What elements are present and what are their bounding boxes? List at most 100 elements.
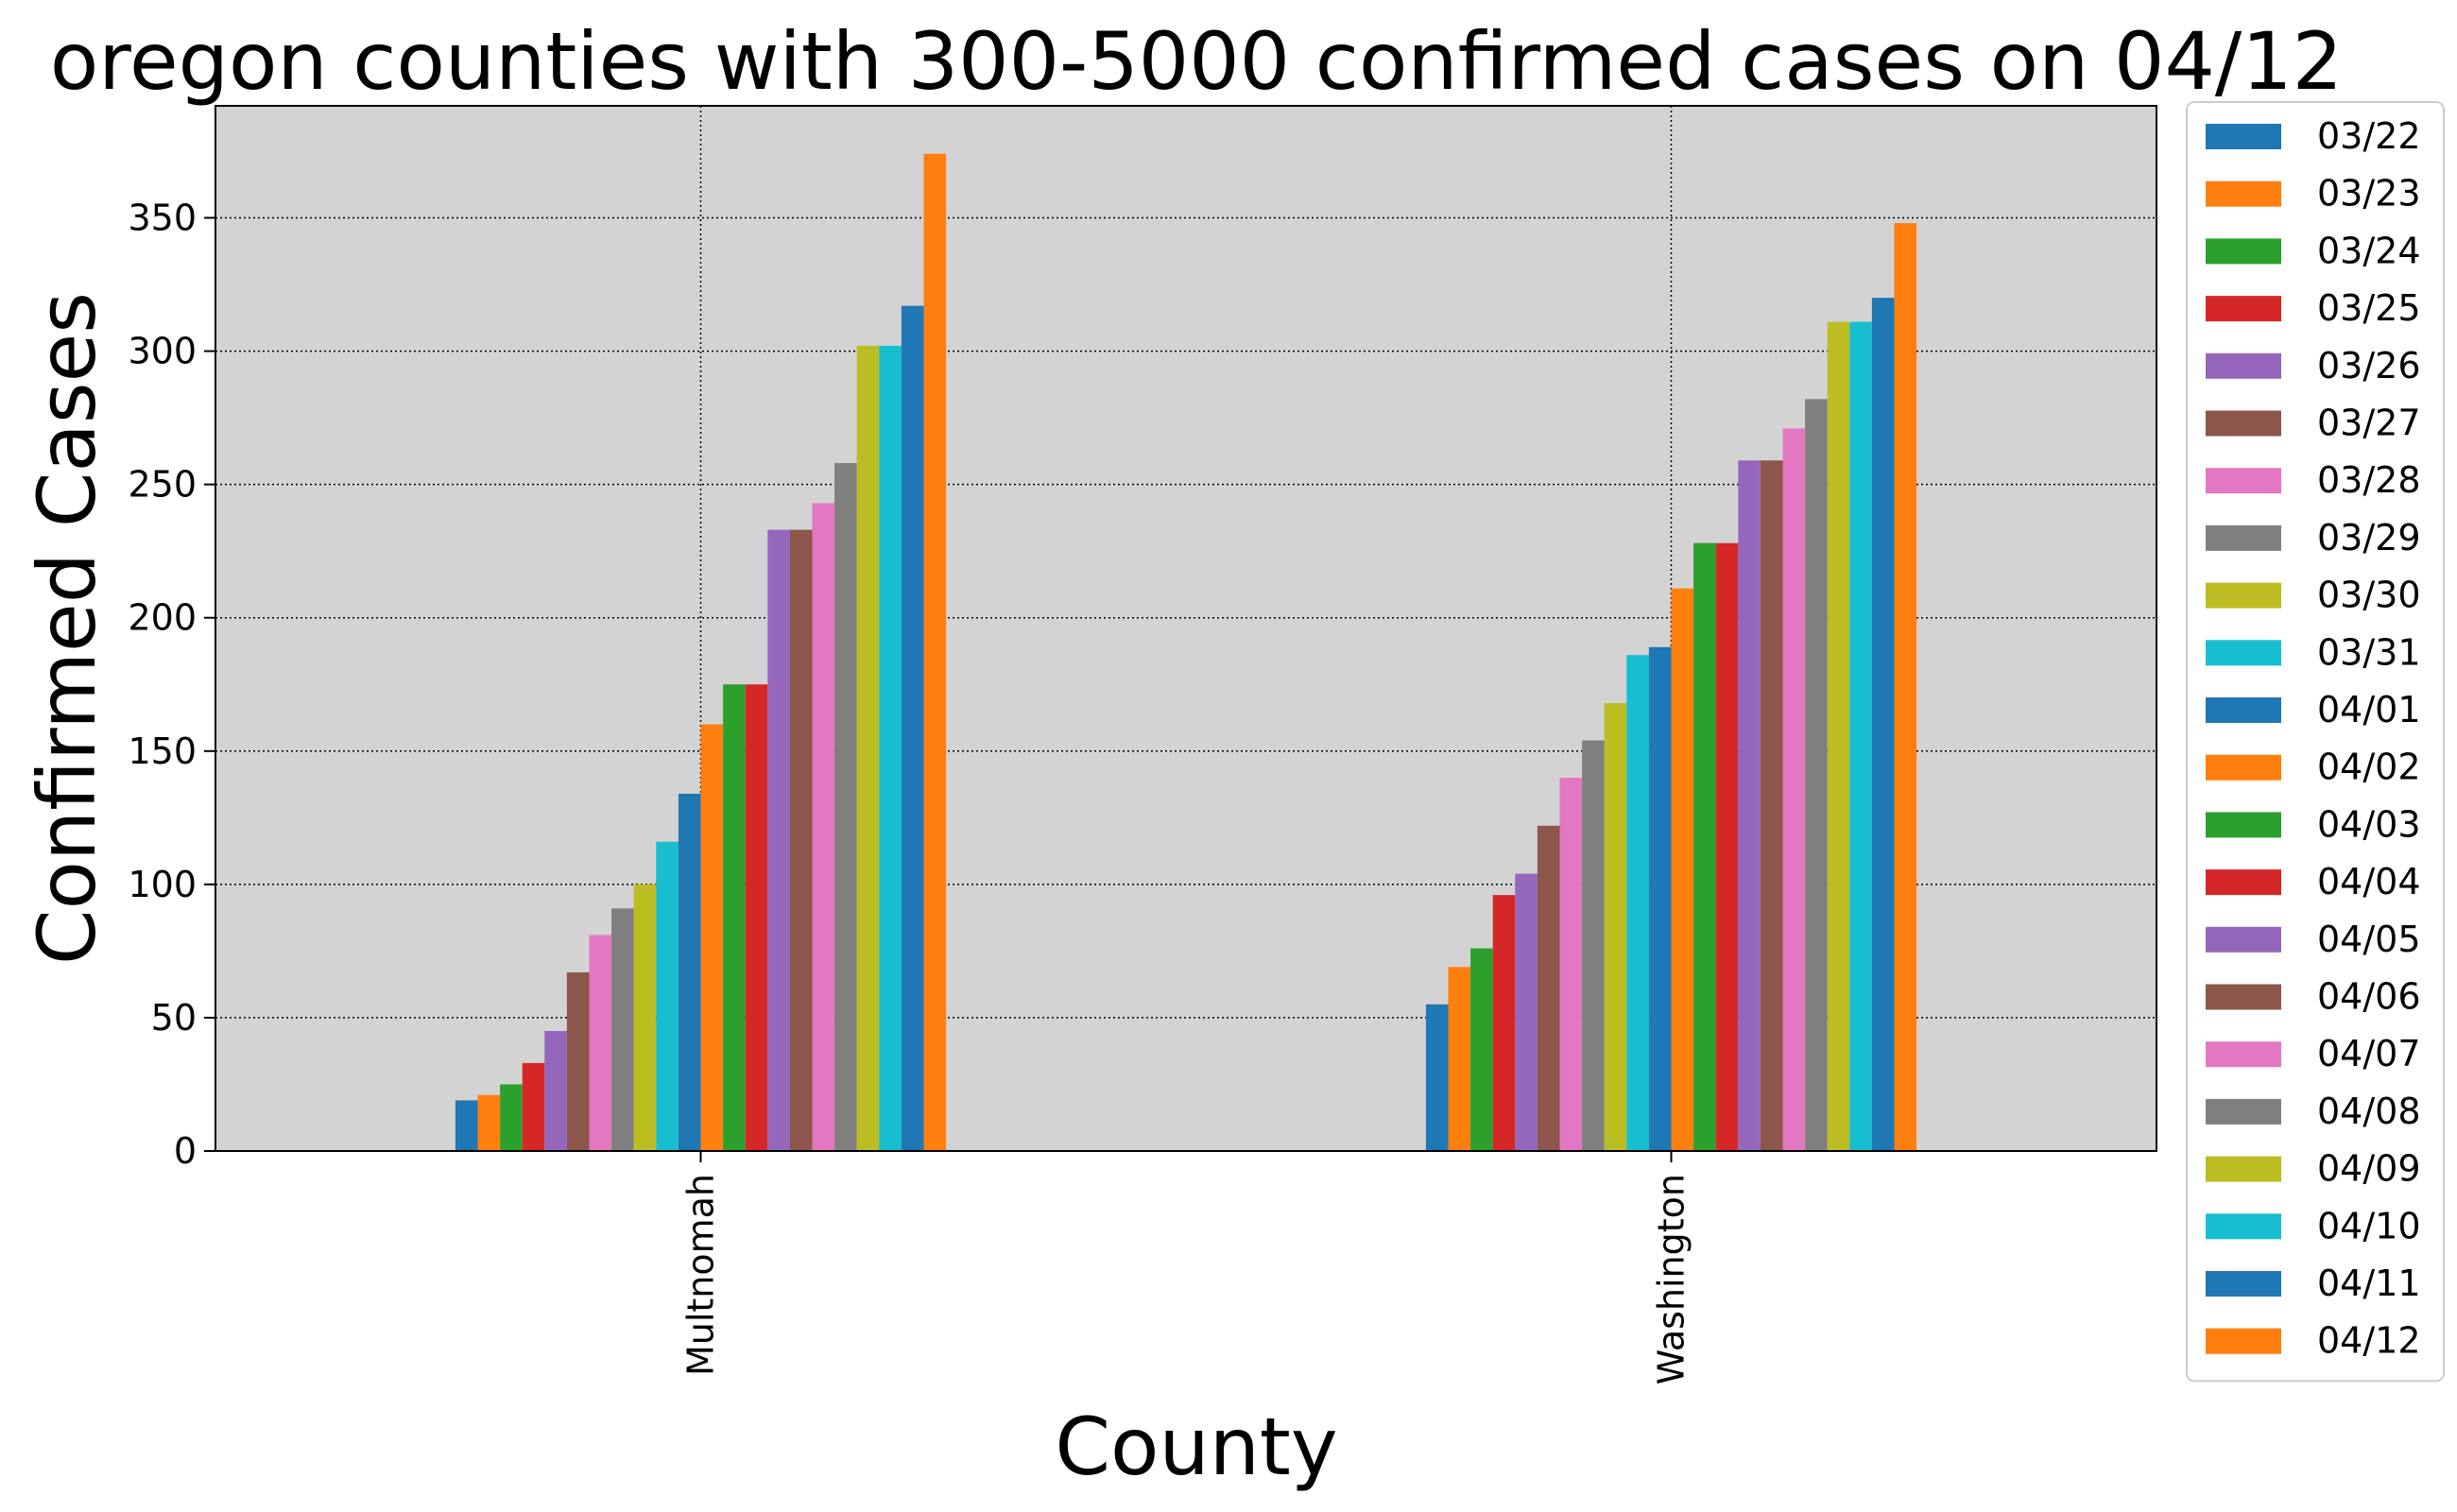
bar-multnomah-04-12 <box>923 153 947 1151</box>
legend-label: 04/07 <box>2317 1033 2421 1074</box>
bar-multnomah-04-02 <box>700 724 724 1151</box>
bar-washington-03-27 <box>1537 825 1560 1151</box>
bar-multnomah-04-10 <box>879 345 902 1151</box>
bar-washington-04-05 <box>1738 460 1761 1151</box>
legend-label: 04/11 <box>2317 1263 2421 1304</box>
legend-swatch <box>2206 524 2281 551</box>
legend-label: 04/08 <box>2317 1091 2421 1132</box>
legend-swatch <box>2206 582 2281 609</box>
bar-multnomah-04-08 <box>834 463 857 1152</box>
legend-swatch <box>2206 352 2281 379</box>
legend-swatch <box>2206 640 2281 666</box>
y-tick-label: 100 <box>128 864 197 905</box>
bars <box>455 153 1917 1152</box>
legend-swatch <box>2206 926 2281 953</box>
bar-washington-03-24 <box>1470 948 1493 1151</box>
legend-label: 03/25 <box>2317 287 2421 329</box>
legend-swatch <box>2206 1328 2281 1354</box>
bar-washington-03-29 <box>1582 740 1605 1151</box>
bar-washington-03-28 <box>1559 778 1583 1151</box>
legend-label: 04/02 <box>2317 747 2421 788</box>
bar-multnomah-03-29 <box>611 908 634 1151</box>
bar-washington-04-06 <box>1760 460 1783 1151</box>
bar-washington-03-25 <box>1492 895 1516 1151</box>
bar-washington-04-02 <box>1671 588 1694 1151</box>
bar-washington-04-08 <box>1805 399 1828 1151</box>
plot-frame <box>215 105 2157 1152</box>
y-tick-label: 350 <box>128 198 197 239</box>
legend-label: 03/22 <box>2317 115 2421 157</box>
bar-washington-04-04 <box>1715 542 1739 1151</box>
legend-label: 03/26 <box>2317 345 2421 387</box>
x-axis-ticks: Multnomah Washington <box>680 1151 1692 1384</box>
bar-multnomah-03-23 <box>477 1094 501 1151</box>
legend-swatch <box>2206 1213 2281 1240</box>
legend-label: 04/12 <box>2317 1320 2421 1362</box>
bar-washington-03-31 <box>1626 655 1649 1151</box>
bar-multnomah-04-06 <box>789 529 813 1151</box>
bar-washington-03-30 <box>1604 703 1627 1151</box>
bar-multnomah-04-04 <box>745 684 768 1151</box>
y-tick-label: 150 <box>128 730 197 772</box>
y-axis-ticks: 0 50 100 150 200 250 300 350 <box>128 198 215 1172</box>
legend-label: 03/23 <box>2317 173 2421 215</box>
legend-swatch <box>2206 984 2281 1010</box>
bar-washington-04-01 <box>1648 646 1672 1151</box>
bar-multnomah-03-25 <box>522 1062 545 1151</box>
legend-label: 03/28 <box>2317 459 2421 501</box>
bar-multnomah-04-11 <box>901 305 924 1151</box>
bar-washington-04-07 <box>1782 428 1806 1152</box>
legend-swatch <box>2206 697 2281 723</box>
chart-title: oregon counties with 300-5000 confirmed … <box>50 15 2343 108</box>
x-axis-label: County <box>1055 1400 1337 1493</box>
legend-swatch <box>2206 812 2281 838</box>
bar-multnomah-04-09 <box>856 345 880 1151</box>
legend-swatch <box>2206 296 2281 322</box>
bar-multnomah-04-05 <box>767 529 790 1151</box>
legend-label: 04/01 <box>2317 689 2421 730</box>
legend-swatch <box>2206 869 2281 896</box>
legend-swatch <box>2206 754 2281 781</box>
legend-swatch <box>2206 1041 2281 1068</box>
y-tick-label: 200 <box>128 597 197 639</box>
bar-multnomah-03-24 <box>500 1084 523 1151</box>
legend-label: 03/29 <box>2317 517 2421 558</box>
legend-label: 03/31 <box>2317 631 2421 673</box>
bar-washington-03-23 <box>1448 967 1471 1151</box>
legend-swatch <box>2206 410 2281 437</box>
bar-multnomah-03-22 <box>455 1100 478 1151</box>
bar-multnomah-03-27 <box>566 971 590 1151</box>
bar-washington-03-26 <box>1515 873 1538 1151</box>
bar-washington-04-03 <box>1693 542 1716 1151</box>
legend-label: 04/04 <box>2317 861 2421 902</box>
y-axis-label: Confirmed Cases <box>21 292 113 965</box>
legend-label: 04/06 <box>2317 976 2421 1018</box>
bar-multnomah-04-01 <box>678 793 701 1151</box>
legend-label: 03/30 <box>2317 575 2421 616</box>
y-tick-label: 50 <box>151 997 197 1039</box>
bar-washington-04-09 <box>1827 321 1850 1151</box>
bar-washington-04-11 <box>1871 298 1895 1152</box>
legend-label: 04/03 <box>2317 803 2421 845</box>
legend-swatch <box>2206 468 2281 494</box>
legend-swatch <box>2206 238 2281 265</box>
legend-swatch <box>2206 1271 2281 1297</box>
bar-multnomah-03-30 <box>633 884 657 1151</box>
bar-multnomah-03-26 <box>544 1031 567 1151</box>
legend-label: 03/27 <box>2317 403 2421 444</box>
legend-swatch <box>2206 1098 2281 1125</box>
bar-multnomah-03-31 <box>656 841 679 1151</box>
legend: 03/22 03/23 03/24 03/25 03/26 03/27 03/28 03/29… <box>2186 101 2445 1383</box>
legend-swatch <box>2206 124 2281 149</box>
x-tick-label: Multnomah <box>680 1174 722 1376</box>
bar-washington-04-12 <box>1894 223 1917 1152</box>
legend-label: 03/24 <box>2317 230 2421 271</box>
bar-multnomah-03-28 <box>589 935 612 1151</box>
legend-label: 04/09 <box>2317 1148 2421 1190</box>
legend-label: 04/10 <box>2317 1205 2421 1246</box>
legend-swatch <box>2206 1156 2281 1182</box>
y-tick-label: 300 <box>128 331 197 372</box>
bar-washington-03-22 <box>1425 1004 1449 1151</box>
x-tick-label: Washington <box>1651 1174 1692 1384</box>
